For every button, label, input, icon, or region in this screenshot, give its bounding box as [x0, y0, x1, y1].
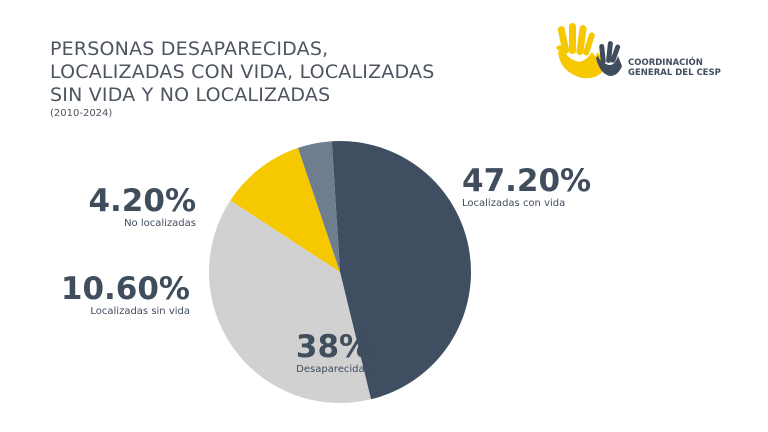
title-line-2: LOCALIZADAS CON VIDA, LOCALIZADAS — [50, 61, 435, 83]
value-label-localizadas-con-vida: 47.20% — [462, 163, 592, 199]
hands-logo-icon — [556, 23, 622, 79]
pie-slice-localizadas-con-vida — [331, 141, 471, 400]
category-label-localizadas-sin-vida: Localizadas sin vida — [90, 306, 190, 317]
value-label-localizadas-sin-vida: 10.60% — [60, 271, 190, 307]
value-label-no-localizadas: 4.20% — [88, 183, 196, 219]
chart-subtitle: (2010-2024) — [50, 108, 113, 119]
category-label-desaparecidas: Desaparecidas — [296, 364, 370, 375]
chart-title: PERSONAS DESAPARECIDAS, LOCALIZADAS CON … — [50, 38, 434, 107]
title-line-3: SIN VIDA Y NO LOCALIZADAS — [50, 84, 331, 106]
label-localizadas-con-vida: 47.20% Localizadas con vida — [462, 164, 591, 209]
label-desaparecidas: 38% Desaparecidas — [278, 330, 388, 375]
logo-line-1: COORDINACIÓN — [628, 58, 703, 68]
logo-line-2: GENERAL DEL CESP — [628, 68, 721, 78]
category-label-localizadas-con-vida: Localizadas con vida — [462, 198, 566, 209]
logo-text: COORDINACIÓN GENERAL DEL CESP — [628, 58, 721, 78]
label-no-localizadas: 4.20% No localizadas — [60, 184, 196, 229]
pie-slice-localizadas-sin-vida — [230, 147, 340, 272]
value-label-desaparecidas: 38% — [295, 329, 371, 365]
label-localizadas-sin-vida: 10.60% Localizadas sin vida — [40, 272, 190, 317]
title-line-1: PERSONAS DESAPARECIDAS, — [50, 38, 329, 60]
pie-slice-no-localizadas — [297, 141, 340, 272]
category-label-no-localizadas: No localizadas — [124, 218, 196, 229]
pie-slice-desaparecidas — [208, 200, 371, 403]
